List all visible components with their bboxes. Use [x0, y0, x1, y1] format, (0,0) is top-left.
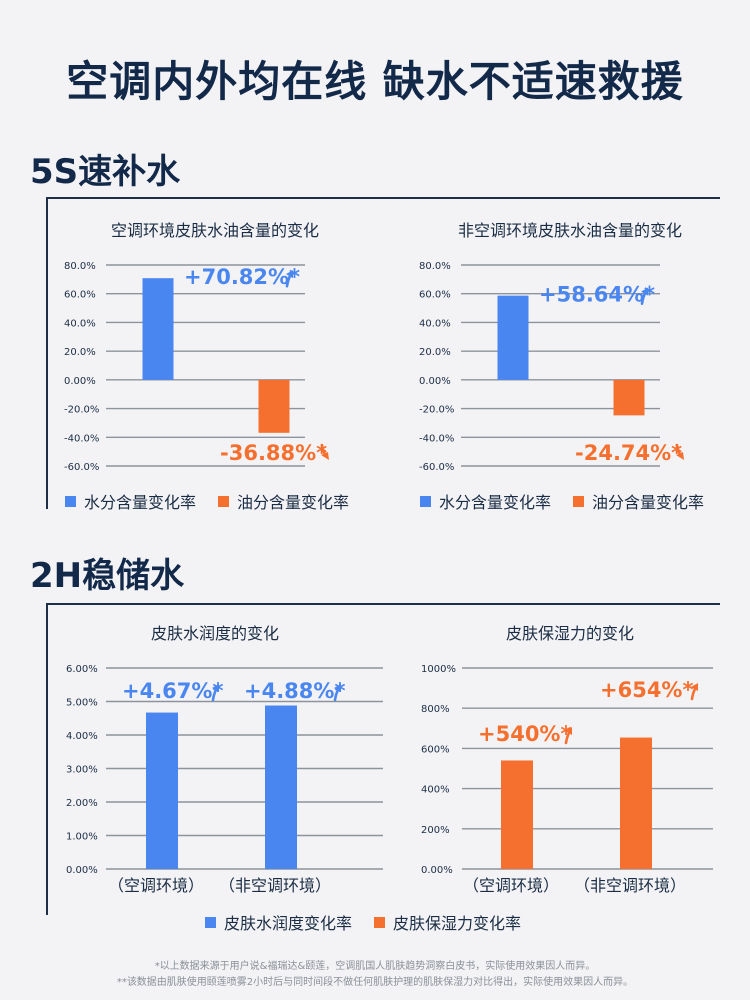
y-tick-label: -40.0% [64, 433, 99, 444]
footnote-2: **该数据由肌肤使用颐莲喷雾2小时后与同时间段不做任何肌肤护理的肌肤保湿力对比得… [116, 977, 634, 988]
arrow-up-icon [333, 684, 341, 702]
bar-water [497, 295, 529, 380]
legend-item: 水分含量变化率 [65, 489, 196, 513]
legend-label: 皮肤水润度变化率 [224, 914, 353, 933]
x-category-label: （空调环境） [108, 876, 204, 895]
legend-item: 皮肤保湿力变化率 [374, 910, 521, 934]
chart-moisture-retention: 皮肤保湿力的变化 1000% 800% 600% 400% 200% 0.00% （空调环境）… [421, 624, 713, 895]
y-tick-label: 0.00% [66, 865, 98, 876]
legend-label: 皮肤保湿力变化率 [393, 914, 522, 933]
legend-item: 水分含量变化率 [420, 489, 551, 513]
legend-swatch-icon [573, 495, 585, 507]
section-title-5s: 5S速补水 [30, 152, 181, 192]
y-tick-label: 200% [421, 825, 450, 836]
y-tick-label: 80.0% [64, 261, 96, 272]
chart-nonac-water-oil: 非空调环境皮肤水油含量的变化 80.0% 60.0% 40.0% 20.0% 0.00% -… [419, 221, 684, 473]
legend-swatch-icon [65, 495, 76, 507]
y-tick-label: 80.0% [419, 261, 451, 272]
y-tick-label: 5.00% [66, 698, 98, 709]
y-tick-label: 1000% [421, 664, 456, 675]
y-tick-label: 60.0% [64, 290, 96, 301]
bar [620, 737, 652, 869]
x-category-label: （空调环境） [463, 876, 559, 895]
legend-label: 水分含量变化率 [84, 493, 197, 512]
legend-swatch-icon [374, 916, 386, 928]
y-tick-label: 40.0% [64, 318, 96, 329]
y-tick-label: 40.0% [419, 318, 451, 329]
legend-label: 水分含量变化率 [439, 493, 552, 512]
chart-hydration: 皮肤水润度的变化 6.00% 5.00% 4.00% 3.00% 2.00% 1.00% 0.… [66, 624, 383, 895]
y-tick-label: 4.00% [66, 731, 98, 742]
section-title-2h: 2H稳储水 [30, 556, 185, 596]
bar [265, 705, 297, 869]
legend-label: 油分含量变化率 [237, 493, 350, 512]
arrow-up-icon [564, 727, 572, 745]
data-label-water: +58.64%* [539, 283, 655, 307]
data-label: +4.88%* [244, 679, 345, 703]
data-label-water: +70.82%* [184, 265, 300, 289]
arrow-up-icon [285, 270, 293, 288]
data-label: +540%* [478, 722, 571, 746]
y-tick-label: -60.0% [64, 462, 99, 473]
data-label-oil: -36.88%* [220, 441, 327, 465]
page-headline: 空调内外均在线 缺水不适速救援 [66, 57, 684, 106]
chart-ac-water-oil: 空调环境皮肤水油含量的变化 80.0% 60.0% 40.0% 20.0% 0.00% -2… [64, 221, 329, 473]
section1-divider [46, 197, 720, 199]
legend-section1: 水分含量变化率 油分含量变化率 [65, 489, 371, 513]
chart-title: 空调环境皮肤水油含量的变化 [111, 221, 319, 240]
y-tick-label: -20.0% [64, 405, 99, 416]
footnote-1: *以上数据来源于用户说&福瑞达&颐莲，空调肌国人肌肤趋势洞察白皮书，实际使用效果… [154, 961, 596, 972]
legend-swatch-icon [205, 916, 216, 928]
x-category-label: （非空调环境） [219, 876, 331, 895]
data-label-oil: -24.74%* [575, 441, 682, 465]
y-tick-label: 3.00% [66, 765, 98, 776]
section1-vertical-rule [46, 197, 48, 509]
bar [146, 712, 178, 869]
y-tick-label: 400% [421, 785, 450, 796]
data-label: +654%* [600, 678, 693, 702]
y-tick-label: 1.00% [66, 832, 98, 843]
legend-item: 油分含量变化率 [573, 489, 704, 513]
arrow-up-icon [211, 684, 219, 702]
legend-section1-right: 水分含量变化率 油分含量变化率 [420, 489, 726, 513]
bar-water [142, 278, 174, 380]
section2-divider [46, 603, 720, 605]
y-tick-label: -20.0% [419, 405, 454, 416]
arrow-up-icon [690, 683, 698, 701]
y-tick-label: 600% [421, 744, 450, 755]
y-tick-label: 60.0% [419, 290, 451, 301]
y-tick-label: 2.00% [66, 798, 98, 809]
chart-title: 皮肤保湿力的变化 [506, 624, 634, 643]
data-label: +4.67%* [122, 679, 223, 703]
y-tick-label: 0.00% [421, 865, 453, 876]
chart-title: 非空调环境皮肤水油含量的变化 [458, 221, 682, 240]
y-tick-label: 0.00% [64, 376, 96, 387]
y-tick-label: 20.0% [419, 347, 451, 358]
legend-item: 皮肤水润度变化率 [205, 910, 352, 934]
legend-swatch-icon [420, 495, 431, 507]
y-tick-label: 0.00% [419, 376, 451, 387]
bar-oil [258, 379, 290, 433]
section2-vertical-rule [46, 603, 48, 915]
arrow-down-icon [320, 443, 329, 460]
arrow-up-icon [640, 287, 648, 305]
y-tick-label: 6.00% [66, 664, 98, 675]
y-tick-label: -40.0% [419, 433, 454, 444]
y-tick-label: 20.0% [64, 347, 96, 358]
bar [501, 760, 533, 869]
y-tick-label: -60.0% [419, 462, 454, 473]
arrow-down-icon [675, 443, 684, 460]
x-category-label: （非空调环境） [574, 876, 686, 895]
bar-oil [613, 379, 645, 416]
legend-item: 油分含量变化率 [218, 489, 349, 513]
y-tick-label: 800% [421, 704, 450, 715]
legend-label: 油分含量变化率 [592, 493, 705, 512]
chart-title: 皮肤水润度的变化 [151, 624, 279, 643]
legend-swatch-icon [218, 495, 230, 507]
legend-section2: 皮肤水润度变化率 皮肤保湿力变化率 [205, 910, 543, 934]
